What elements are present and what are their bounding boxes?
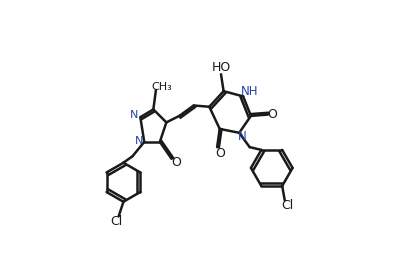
Text: O: O [267, 108, 277, 121]
Text: N: N [135, 136, 144, 146]
Text: N: N [238, 130, 246, 143]
Text: HO: HO [211, 61, 230, 74]
Text: N: N [130, 110, 138, 120]
Text: O: O [171, 156, 181, 169]
Text: CH₃: CH₃ [151, 82, 172, 92]
Text: NH: NH [241, 85, 258, 98]
Text: O: O [215, 147, 225, 160]
Text: Cl: Cl [281, 199, 294, 212]
Text: Cl: Cl [110, 215, 122, 228]
